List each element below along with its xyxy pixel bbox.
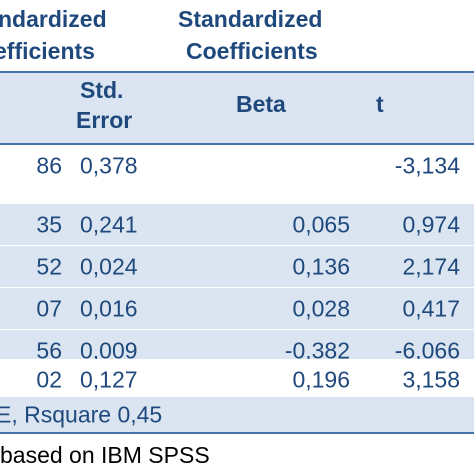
table-row: 07 0,016 0,028 0,417 <box>0 288 474 329</box>
cell-std-error: 0,024 <box>80 253 138 279</box>
cell-t: -3,134 <box>394 152 460 178</box>
cell-std-error: 0,016 <box>80 295 138 321</box>
cell-beta: 0,196 <box>292 366 350 392</box>
cell-t: 3,158 <box>402 366 460 392</box>
unstandardized-header-line2: efficients <box>0 38 95 64</box>
table-note: E, Rsquare 0,45 <box>0 401 163 427</box>
cell-b: 52 <box>36 253 62 279</box>
table-row: 86 0,378 -3,134 <box>0 145 474 186</box>
unstandardized-header-line1: ndardized <box>0 6 107 32</box>
table-bottom-rule <box>0 432 474 434</box>
standardized-header-line1: Standardized <box>178 6 323 32</box>
standardized-header-line2: Coefficients <box>186 38 318 64</box>
col-header-t: t <box>376 91 384 117</box>
header-bottom-rule <box>0 143 474 145</box>
table-header-top: ndardized efficients Standardized Coeffi… <box>0 0 474 71</box>
row-divider <box>0 329 474 330</box>
cell-beta: 0,028 <box>292 295 350 321</box>
cell-beta: 0,136 <box>292 253 350 279</box>
cell-b: 35 <box>36 211 62 237</box>
table-row: 02 0,127 0,196 3,158 <box>0 359 474 400</box>
header-rule <box>0 71 474 73</box>
col-header-std-error-line1: Std. <box>80 77 124 103</box>
cell-t: 0,417 <box>402 295 460 321</box>
cell-beta: -0,382 <box>284 337 350 363</box>
cell-b: 07 <box>36 295 62 321</box>
col-header-beta: Beta <box>236 91 286 117</box>
cell-t: 2,174 <box>402 253 460 279</box>
cell-std-error: 0,009 <box>80 337 138 363</box>
table-row: 35 0,241 0,065 0,974 <box>0 204 474 245</box>
row-divider <box>0 245 474 246</box>
source-caption: based on IBM SPSS <box>0 442 210 468</box>
cell-std-error: 0,241 <box>80 211 138 237</box>
cell-t: -6,066 <box>394 337 460 363</box>
table-header-columns: Std. Error Beta t <box>0 73 474 144</box>
cell-beta: 0,065 <box>292 211 350 237</box>
cell-std-error: 0,378 <box>80 152 138 178</box>
col-header-std-error-line2: Error <box>76 107 133 133</box>
cell-b: 86 <box>36 152 62 178</box>
cell-t: 0,974 <box>402 211 460 237</box>
table-row: 52 0,024 0,136 2,174 <box>0 246 474 287</box>
cell-std-error: 0,127 <box>80 366 138 392</box>
table-note-row: E, Rsquare 0,45 <box>0 397 474 432</box>
cell-b: 02 <box>36 366 62 392</box>
row-divider <box>0 287 474 288</box>
cell-b: 56 <box>36 337 62 363</box>
